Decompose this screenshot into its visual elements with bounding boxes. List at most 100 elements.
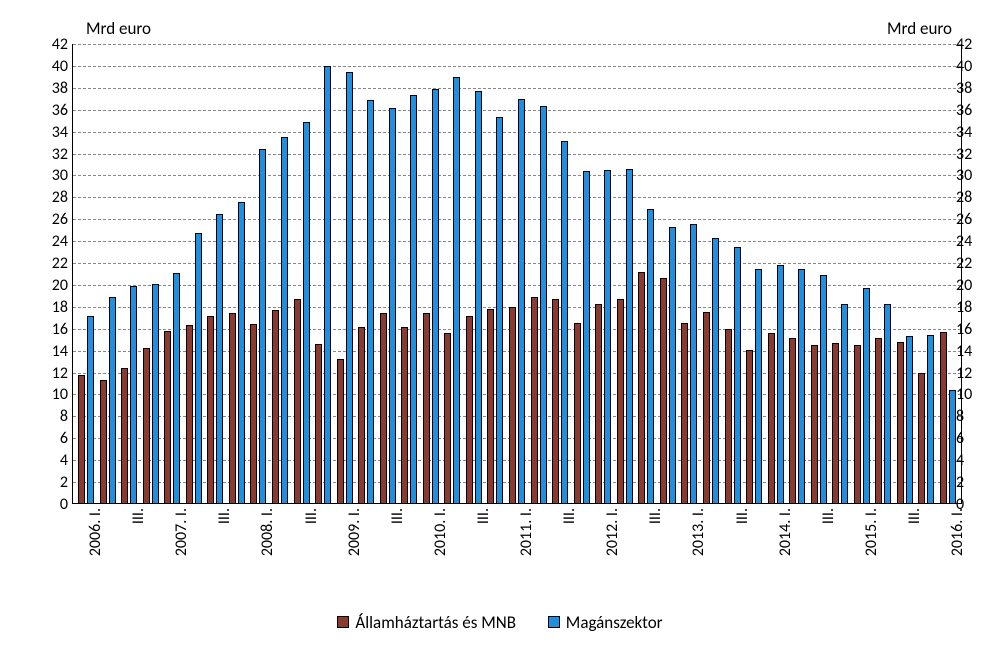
y-tick-left: 10 bbox=[44, 385, 68, 404]
y-tick-right: 22 bbox=[956, 254, 980, 273]
bar-maganszektor bbox=[238, 202, 245, 504]
bar-allamhaztartas bbox=[746, 350, 753, 504]
bar-maganszektor bbox=[777, 265, 784, 504]
x-tick-label: III. bbox=[905, 508, 924, 568]
x-tick-label: 2010. I. bbox=[431, 508, 450, 568]
bar-maganszektor bbox=[496, 117, 503, 504]
bar-allamhaztartas bbox=[466, 316, 473, 504]
bar-allamhaztartas bbox=[875, 338, 882, 504]
legend-swatch-allamhaztartas bbox=[337, 616, 349, 628]
bar-allamhaztartas bbox=[531, 297, 538, 504]
bar-maganszektor bbox=[906, 336, 913, 504]
x-tick-label: 2008. I. bbox=[258, 508, 277, 568]
x-tick-label: 2009. I. bbox=[345, 508, 364, 568]
y-tick-left: 6 bbox=[44, 429, 68, 448]
y-tick-left: 26 bbox=[44, 210, 68, 229]
bar-maganszektor bbox=[734, 247, 741, 504]
x-tick-label: 2013. I. bbox=[689, 508, 708, 568]
y-tick-left: 38 bbox=[44, 79, 68, 98]
bar-allamhaztartas bbox=[725, 329, 732, 504]
y-tick-right: 16 bbox=[956, 320, 980, 339]
x-tick-label: 2007. I. bbox=[172, 508, 191, 568]
y-tick-right: 40 bbox=[956, 57, 980, 76]
y-tick-right: 18 bbox=[956, 298, 980, 317]
bar-maganszektor bbox=[453, 77, 460, 504]
bar-allamhaztartas bbox=[78, 375, 85, 504]
bar-maganszektor bbox=[949, 390, 956, 504]
bar-allamhaztartas bbox=[100, 380, 107, 504]
bar-maganszektor bbox=[303, 122, 310, 504]
x-tick-label: 2014. I. bbox=[776, 508, 795, 568]
bar-allamhaztartas bbox=[164, 331, 171, 504]
y-tick-left: 12 bbox=[44, 364, 68, 383]
bar-allamhaztartas bbox=[681, 323, 688, 504]
bar-maganszektor bbox=[410, 95, 417, 504]
legend-label-allamhaztartas: Államháztartás és MNB bbox=[355, 612, 516, 633]
bar-allamhaztartas bbox=[487, 309, 494, 504]
y-tick-right: 4 bbox=[956, 451, 980, 470]
y-axis-label-right: Mrd euro bbox=[887, 18, 952, 39]
bar-allamhaztartas bbox=[315, 344, 322, 504]
bar-maganszektor bbox=[841, 304, 848, 504]
bar-allamhaztartas bbox=[940, 332, 947, 504]
x-tick-label: III. bbox=[733, 508, 752, 568]
bar-maganszektor bbox=[346, 72, 353, 504]
x-tick-label: 2006. I. bbox=[86, 508, 105, 568]
bar-allamhaztartas bbox=[703, 312, 710, 504]
y-tick-right: 8 bbox=[956, 407, 980, 426]
bar-allamhaztartas bbox=[186, 325, 193, 504]
bar-allamhaztartas bbox=[121, 368, 128, 504]
y-tick-left: 34 bbox=[44, 123, 68, 142]
bar-allamhaztartas bbox=[272, 310, 279, 504]
bar-maganszektor bbox=[863, 288, 870, 504]
y-tick-right: 6 bbox=[956, 429, 980, 448]
bar-maganszektor bbox=[884, 304, 891, 504]
bar-allamhaztartas bbox=[789, 338, 796, 504]
y-tick-left: 16 bbox=[44, 320, 68, 339]
y-tick-left: 32 bbox=[44, 145, 68, 164]
bar-maganszektor bbox=[755, 269, 762, 504]
legend-swatch-maganszektor bbox=[548, 616, 560, 628]
bar-maganszektor bbox=[109, 297, 116, 504]
y-tick-right: 10 bbox=[956, 385, 980, 404]
y-tick-left: 42 bbox=[44, 35, 68, 54]
y-tick-left: 30 bbox=[44, 166, 68, 185]
y-tick-right: 24 bbox=[956, 232, 980, 251]
bar-allamhaztartas bbox=[595, 304, 602, 504]
y-tick-left: 18 bbox=[44, 298, 68, 317]
y-tick-right: 2 bbox=[956, 473, 980, 492]
x-tick-label: III. bbox=[388, 508, 407, 568]
y-tick-left: 24 bbox=[44, 232, 68, 251]
y-tick-left: 14 bbox=[44, 342, 68, 361]
bar-maganszektor bbox=[540, 106, 547, 504]
bar-maganszektor bbox=[195, 233, 202, 504]
x-tick-label: III. bbox=[819, 508, 838, 568]
bar-allamhaztartas bbox=[574, 323, 581, 504]
bar-maganszektor bbox=[130, 286, 137, 504]
y-tick-right: 28 bbox=[956, 188, 980, 207]
y-tick-left: 2 bbox=[44, 473, 68, 492]
bar-maganszektor bbox=[561, 141, 568, 504]
y-tick-right: 14 bbox=[956, 342, 980, 361]
x-tick-label: 2012. I. bbox=[603, 508, 622, 568]
bar-maganszektor bbox=[389, 108, 396, 504]
bar-maganszektor bbox=[669, 227, 676, 504]
y-tick-left: 36 bbox=[44, 101, 68, 120]
x-tick-label: III. bbox=[129, 508, 148, 568]
bar-maganszektor bbox=[518, 99, 525, 504]
bar-maganszektor bbox=[798, 269, 805, 504]
y-tick-right: 36 bbox=[956, 101, 980, 120]
bar-allamhaztartas bbox=[444, 333, 451, 504]
x-tick-label: 2016. I. bbox=[948, 508, 967, 568]
x-tick-label: 2011. I. bbox=[517, 508, 536, 568]
x-tick-label: III. bbox=[474, 508, 493, 568]
bar-allamhaztartas bbox=[832, 343, 839, 504]
y-tick-right: 26 bbox=[956, 210, 980, 229]
bar-allamhaztartas bbox=[638, 272, 645, 504]
bar-maganszektor bbox=[152, 284, 159, 504]
bar-allamhaztartas bbox=[811, 345, 818, 504]
y-tick-left: 8 bbox=[44, 407, 68, 426]
bar-maganszektor bbox=[432, 89, 439, 504]
x-tick-label: III. bbox=[302, 508, 321, 568]
bar-maganszektor bbox=[87, 316, 94, 504]
